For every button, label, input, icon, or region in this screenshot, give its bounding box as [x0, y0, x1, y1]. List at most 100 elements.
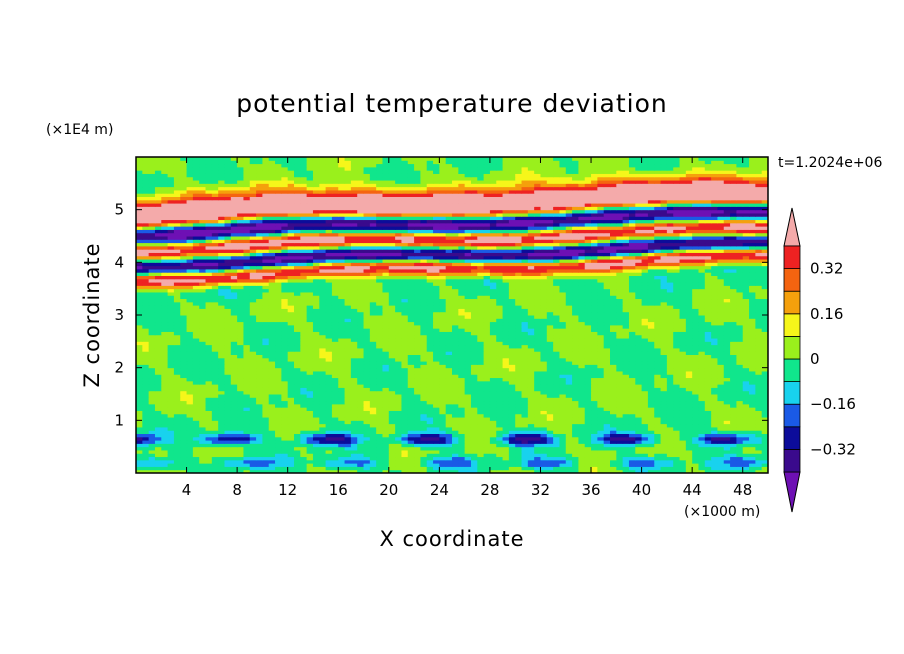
contour-cell: [192, 466, 200, 471]
contour-cell: [180, 453, 188, 458]
contour-cell: [420, 334, 428, 339]
contour-cell: [616, 440, 624, 444]
contour-cell: [723, 364, 731, 369]
contour-cell: [230, 344, 238, 349]
contour-cell: [673, 308, 681, 313]
contour-cell: [660, 311, 668, 316]
contour-cell: [698, 315, 706, 319]
contour-cell: [192, 456, 200, 461]
contour-cell: [439, 324, 447, 329]
contour-cell: [591, 463, 598, 467]
contour-cell: [331, 338, 339, 342]
contour-cell: [287, 377, 295, 382]
contour-cell: [249, 354, 257, 359]
contour-cell: [426, 449, 434, 454]
contour-cell: [717, 311, 725, 316]
contour-cell: [338, 380, 346, 385]
contour-cell: [376, 370, 383, 375]
contour-cell: [755, 334, 763, 339]
contour-cell: [534, 436, 541, 441]
contour-cell: [489, 318, 497, 323]
contour-cell: [294, 361, 301, 365]
contour-cell: [256, 397, 263, 402]
contour-cell: [692, 449, 699, 454]
contour-cell: [730, 387, 737, 392]
contour-cell: [666, 338, 674, 342]
contour-cell: [736, 377, 744, 382]
contour-cell: [275, 436, 282, 441]
contour-cell: [572, 400, 579, 405]
contour-cell: [755, 344, 763, 349]
contour-cell: [376, 315, 383, 319]
contour-cell: [395, 440, 402, 444]
contour-cell: [439, 400, 447, 405]
contour-cell: [515, 311, 523, 316]
contour-cell: [452, 413, 459, 418]
contour-cell: [464, 377, 472, 382]
contour-cell: [287, 436, 295, 441]
contour-cell: [591, 459, 598, 464]
contour-cell: [546, 443, 554, 448]
contour-cell: [294, 380, 301, 385]
contour-cell: [572, 420, 579, 425]
contour-cell: [249, 364, 257, 369]
contour-cell: [736, 453, 744, 458]
contour-cell: [685, 338, 693, 342]
contour-cell: [420, 390, 428, 395]
contour-cell: [142, 347, 150, 352]
contour-cell: [730, 324, 737, 329]
contour-cell: [546, 384, 554, 388]
contour-cell: [211, 347, 219, 352]
contour-cell: [407, 367, 415, 372]
contour-cell: [679, 384, 687, 388]
contour-cell: [382, 380, 390, 385]
contour-cell: [281, 374, 289, 379]
contour-cell: [294, 367, 301, 372]
contour-cell: [692, 397, 699, 402]
contour-cell: [553, 311, 560, 316]
contour-cell: [388, 384, 396, 388]
contour-cell: [521, 318, 529, 323]
contour-cell: [325, 469, 333, 474]
contour-cell: [704, 374, 712, 379]
contour-cell: [565, 423, 573, 428]
contour-cell: [300, 367, 308, 372]
contour-cell: [256, 407, 263, 411]
contour-cell: [742, 453, 750, 458]
contour-cell: [464, 321, 472, 326]
contour-cell: [464, 466, 472, 471]
contour-cell: [717, 384, 725, 388]
contour-cell: [287, 417, 295, 421]
contour-cell: [376, 456, 383, 461]
contour-cell: [312, 459, 320, 464]
contour-cell: [679, 400, 687, 405]
contour-cell: [477, 384, 485, 388]
contour-cell: [344, 410, 352, 415]
contour-cell: [407, 347, 415, 352]
contour-cell: [338, 331, 346, 336]
contour-cell: [489, 407, 497, 411]
contour-cell: [508, 331, 516, 336]
contour-cell: [477, 354, 485, 359]
contour-cell: [433, 417, 440, 421]
contour-cell: [192, 341, 200, 346]
contour-cell: [262, 361, 270, 365]
contour-cell: [205, 318, 213, 323]
contour-cell: [654, 420, 662, 425]
contour-cell: [173, 361, 181, 365]
contour-cell: [388, 469, 396, 474]
contour-cell: [654, 407, 662, 411]
contour-cell: [186, 453, 194, 458]
contour-cell: [616, 344, 624, 349]
contour-cell: [496, 453, 504, 458]
contour-cell: [641, 426, 649, 431]
contour-cell: [483, 456, 491, 461]
contour-cell: [584, 463, 592, 467]
contour-cell: [477, 377, 485, 382]
contour-cell: [331, 361, 339, 365]
contour-cell: [154, 433, 162, 438]
contour-cell: [287, 430, 295, 434]
contour-cell: [142, 403, 150, 408]
contour-cell: [496, 413, 504, 418]
contour-cell: [534, 420, 541, 425]
